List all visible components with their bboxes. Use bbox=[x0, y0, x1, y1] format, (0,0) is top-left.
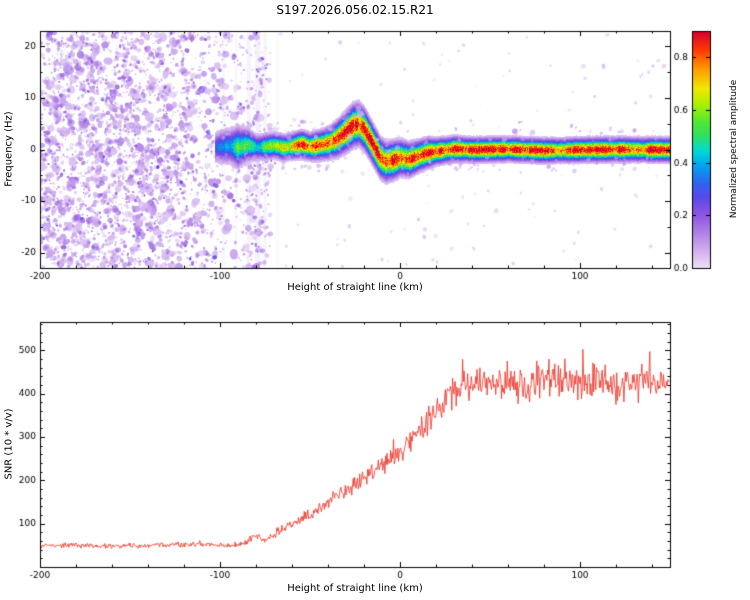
top-yaxis-label: Frequency (Hz) bbox=[3, 111, 15, 187]
colorbar-label: Normalized spectral amplitude bbox=[729, 79, 739, 219]
top-xaxis-label: Height of straight line (km) bbox=[287, 282, 423, 293]
bottom-yaxis-label: SNR (10 * v/v) bbox=[3, 408, 15, 480]
bottom-xaxis-label: Height of straight line (km) bbox=[287, 583, 423, 594]
chart-title: S197.2026.056.02.15.R21 bbox=[276, 3, 434, 17]
